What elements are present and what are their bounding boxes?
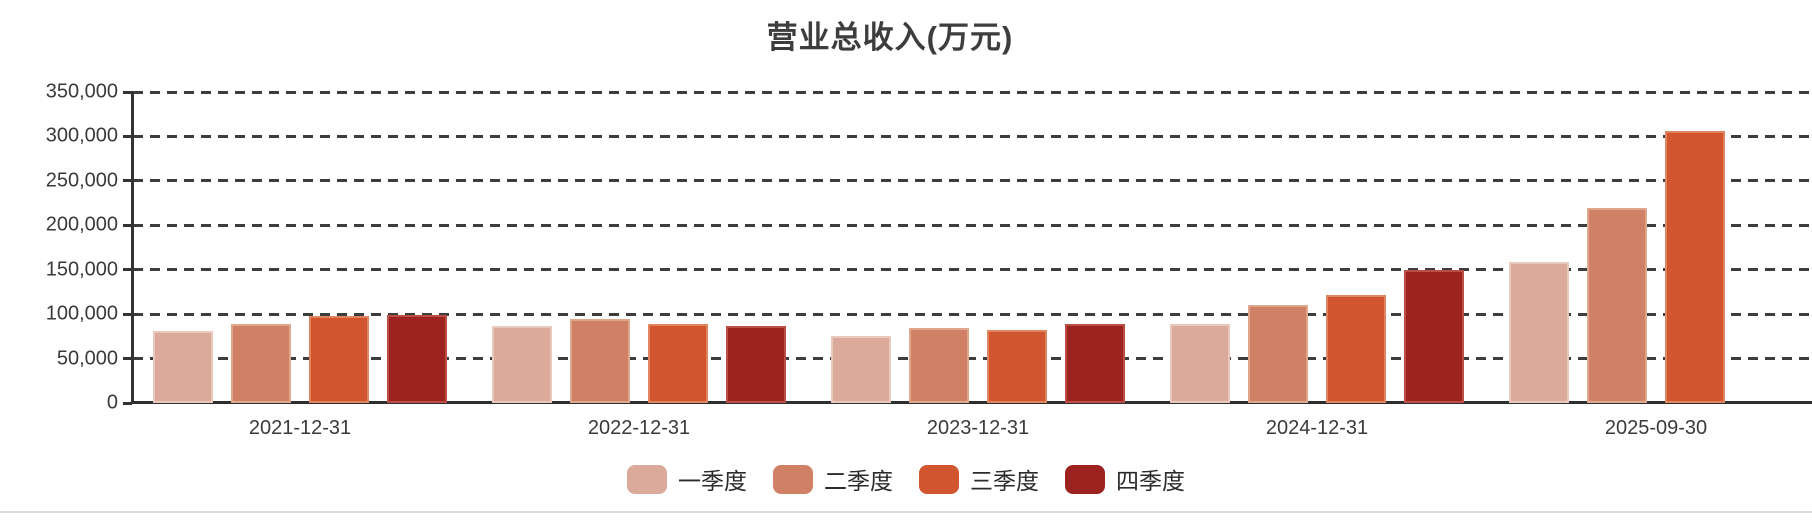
y-axis-tick-label: 350,000 <box>45 80 118 103</box>
y-axis-tick-label: 100,000 <box>45 302 118 325</box>
gridline-250000 <box>133 179 1812 183</box>
y-axis-tick-label: 0 <box>106 391 118 414</box>
bar-2024-12-31-三季度[interactable] <box>1326 294 1386 403</box>
x-axis-label-2024-12-31: 2024-12-31 <box>1265 417 1369 439</box>
bar-2021-12-31-一季度[interactable] <box>153 330 213 403</box>
bar-2021-12-31-三季度[interactable] <box>309 315 369 403</box>
legend-label: 三季度 <box>970 468 1039 494</box>
bar-2022-12-31-三季度[interactable] <box>648 324 708 403</box>
y-axis-tick-label: 50,000 <box>56 347 118 370</box>
legend-swatch-icon <box>1065 464 1105 494</box>
bottom-divider <box>0 511 1812 513</box>
gridline-100000 <box>133 312 1812 316</box>
bar-2022-12-31-一季度[interactable] <box>492 326 552 403</box>
chart-title: 营业总收入(万元) <box>766 20 1014 55</box>
gridline-350000 <box>133 90 1812 94</box>
bar-2024-12-31-一季度[interactable] <box>1170 324 1230 403</box>
y-axis-tick-label: 250,000 <box>45 169 118 192</box>
x-axis-label-2021-12-31: 2021-12-31 <box>248 417 352 439</box>
x-axis-label-2022-12-31: 2022-12-31 <box>587 417 691 439</box>
bar-2024-12-31-四季度[interactable] <box>1404 269 1464 403</box>
y-axis-tick-label: 300,000 <box>45 124 118 147</box>
y-axis-tick-label: 150,000 <box>45 258 118 281</box>
x-axis-label-2023-12-31: 2023-12-31 <box>926 417 1030 439</box>
y-axis-line <box>131 91 134 404</box>
legend-item-四季度[interactable]: 四季度 <box>1065 462 1185 496</box>
gridline-300000 <box>133 134 1812 138</box>
bar-2023-12-31-二季度[interactable] <box>909 327 969 403</box>
legend-swatch-icon <box>773 464 813 494</box>
legend-item-三季度[interactable]: 三季度 <box>919 462 1039 496</box>
bar-2022-12-31-二季度[interactable] <box>570 319 630 403</box>
bar-2025-09-30-一季度[interactable] <box>1509 262 1569 403</box>
bar-2023-12-31-四季度[interactable] <box>1065 323 1125 403</box>
y-axis-tick <box>123 312 132 316</box>
bar-2021-12-31-二季度[interactable] <box>231 324 291 403</box>
y-axis-tick <box>123 179 132 183</box>
y-axis-tick <box>123 134 132 138</box>
y-axis-tick <box>123 223 132 227</box>
legend-swatch-icon <box>919 464 959 494</box>
legend-swatch-icon <box>627 464 667 494</box>
bar-2023-12-31-一季度[interactable] <box>831 336 891 403</box>
bar-2025-09-30-二季度[interactable] <box>1587 207 1647 403</box>
bar-2021-12-31-四季度[interactable] <box>387 315 447 403</box>
x-axis-line <box>131 401 1812 404</box>
legend-label: 二季度 <box>824 468 893 494</box>
legend-label: 四季度 <box>1116 468 1185 494</box>
bar-2023-12-31-三季度[interactable] <box>987 329 1047 403</box>
y-axis-tick <box>123 401 132 405</box>
gridline-150000 <box>133 268 1812 272</box>
legend-item-一季度[interactable]: 一季度 <box>627 462 747 496</box>
bar-2022-12-31-四季度[interactable] <box>726 326 786 403</box>
bar-2025-09-30-三季度[interactable] <box>1665 130 1725 403</box>
legend-item-二季度[interactable]: 二季度 <box>773 462 893 496</box>
gridline-200000 <box>133 223 1812 227</box>
legend-label: 一季度 <box>678 468 747 494</box>
x-axis-label-2025-09-30: 2025-09-30 <box>1604 417 1708 439</box>
bar-2024-12-31-二季度[interactable] <box>1248 305 1308 403</box>
y-axis-tick-label: 200,000 <box>45 213 118 236</box>
y-axis-tick <box>123 268 132 272</box>
gridline-50000 <box>133 357 1812 361</box>
legend: 一季度 二季度 三季度 四季度 <box>0 462 1812 496</box>
y-axis-tick <box>123 357 132 361</box>
y-axis-tick <box>123 90 132 94</box>
